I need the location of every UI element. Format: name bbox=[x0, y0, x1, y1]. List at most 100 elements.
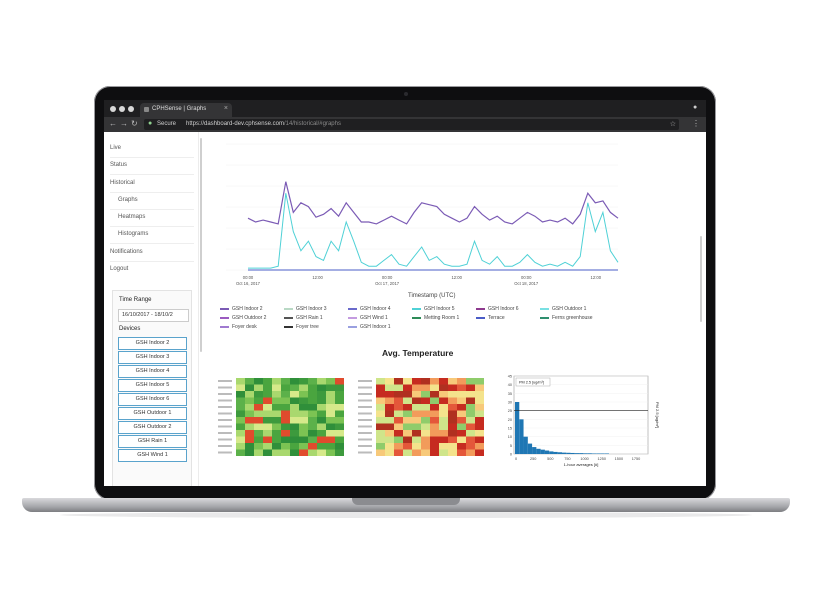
browser-tab-bar: CPHSense | Graphs × ● bbox=[104, 100, 706, 117]
legend-item[interactable]: GSH Indoor 2 bbox=[220, 306, 263, 312]
legend-label: GSH Indoor 4 bbox=[360, 306, 391, 312]
heatmap-cell bbox=[475, 449, 484, 456]
heatmap-cell bbox=[290, 423, 299, 430]
heatmap-cell bbox=[466, 391, 475, 398]
heatmap-cell bbox=[326, 410, 335, 417]
heatmap-cell bbox=[385, 423, 394, 430]
heatmap-cell bbox=[475, 410, 484, 417]
nav-histograms[interactable]: Histograms bbox=[118, 231, 149, 237]
browser-menu-icon[interactable]: ⋮ bbox=[692, 119, 700, 128]
y-tick-label: 30 bbox=[508, 401, 512, 405]
heatmap-cell bbox=[335, 423, 344, 430]
address-bar[interactable]: ● Secure https://dashboard-dev.cphsense.… bbox=[144, 119, 679, 130]
device-button[interactable]: GSH Outdoor 1 bbox=[118, 407, 187, 420]
heatmap-cell bbox=[376, 436, 385, 443]
heatmap-cell bbox=[308, 404, 317, 411]
bookmark-star-icon[interactable]: ☆ bbox=[669, 121, 676, 128]
heatmap-cell bbox=[254, 449, 263, 456]
nav-graphs[interactable]: Graphs bbox=[118, 197, 138, 203]
nav-logout[interactable]: Logout bbox=[110, 266, 129, 272]
legend-label: GSH Outdoor 2 bbox=[232, 315, 267, 321]
back-arrow-icon[interactable]: ← bbox=[109, 119, 117, 128]
x-tick-label: 12:00 bbox=[312, 275, 323, 280]
heatmap-cell bbox=[448, 423, 457, 430]
time-range-input[interactable]: 16/10/2017 - 18/10/2 bbox=[118, 309, 189, 322]
x-tick-label: 1250 bbox=[597, 457, 605, 461]
nav-live[interactable]: Live bbox=[110, 145, 122, 151]
heatmap-cell bbox=[421, 423, 430, 430]
minimize-window-dot[interactable] bbox=[119, 106, 125, 112]
heatmap-cell bbox=[236, 397, 245, 404]
legend-item[interactable]: GSH Indoor 5 bbox=[412, 306, 455, 312]
nav-historical[interactable]: Historical bbox=[110, 180, 135, 186]
heatmap-cell bbox=[385, 430, 394, 437]
device-button[interactable]: GSH Indoor 2 bbox=[118, 337, 187, 350]
device-button[interactable]: GSH Wind 1 bbox=[118, 449, 187, 462]
heatmap-cell bbox=[457, 378, 466, 385]
legend-item[interactable]: GSH Rain 1 bbox=[284, 315, 323, 321]
heatmap-cell bbox=[308, 423, 317, 430]
heatmap-cell bbox=[254, 436, 263, 443]
heatmap-cell bbox=[335, 417, 344, 424]
forward-arrow-icon[interactable]: → bbox=[120, 119, 128, 128]
heatmap-cell bbox=[335, 449, 344, 456]
heatmap-cell bbox=[281, 423, 290, 430]
legend-label: GSH Indoor 3 bbox=[296, 306, 327, 312]
heatmap-cell bbox=[245, 449, 254, 456]
heatmap-cell bbox=[317, 384, 326, 391]
browser-tab[interactable]: CPHSense | Graphs × bbox=[140, 103, 232, 117]
close-window-dot[interactable] bbox=[110, 106, 116, 112]
series-line bbox=[248, 193, 619, 269]
laptop-shadow bbox=[60, 512, 752, 518]
heatmap-cell bbox=[254, 391, 263, 398]
device-button[interactable]: GSH Outdoor 2 bbox=[118, 421, 187, 434]
tab-close-icon[interactable]: × bbox=[223, 105, 228, 112]
nav-heatmaps[interactable]: Heatmaps bbox=[118, 214, 146, 220]
nav-notifications[interactable]: Notifications bbox=[110, 249, 143, 255]
heatmap-cell bbox=[475, 378, 484, 385]
device-button[interactable]: GSH Indoor 6 bbox=[118, 393, 187, 406]
device-button[interactable]: GSH Rain 1 bbox=[118, 435, 187, 448]
heatmap-cell bbox=[385, 436, 394, 443]
nav-divider bbox=[110, 157, 194, 158]
device-button[interactable]: GSH Indoor 4 bbox=[118, 365, 187, 378]
row-tick bbox=[218, 406, 232, 408]
heatmap-cell bbox=[385, 378, 394, 385]
nav-status[interactable]: Status bbox=[110, 162, 128, 168]
reload-icon[interactable]: ↻ bbox=[131, 119, 138, 128]
histogram-bar bbox=[549, 451, 554, 454]
legend-item[interactable]: GSH Indoor 3 bbox=[284, 306, 327, 312]
legend-item[interactable]: Metting Room 1 bbox=[412, 315, 459, 321]
histogram-bar bbox=[536, 448, 541, 454]
legend-item[interactable]: Terrace bbox=[476, 315, 505, 321]
heatmap-cell bbox=[326, 384, 335, 391]
legend-item[interactable]: GSH Wind 1 bbox=[348, 315, 388, 321]
heatmap-cell bbox=[376, 423, 385, 430]
device-button[interactable]: GSH Indoor 3 bbox=[118, 351, 187, 364]
heatmap-cell bbox=[439, 391, 448, 398]
legend-item[interactable]: Foyer desk bbox=[220, 324, 257, 330]
legend-item[interactable]: GSH Outdoor 1 bbox=[540, 306, 586, 312]
legend-item[interactable]: Foyer tree bbox=[284, 324, 319, 330]
legend-item[interactable]: GSH Indoor 1 bbox=[348, 324, 391, 330]
heatmap-cell bbox=[290, 397, 299, 404]
url-path: /14/historical/#graphs bbox=[283, 121, 341, 127]
profile-icon[interactable]: ● bbox=[693, 104, 698, 111]
page-scrollbar[interactable] bbox=[700, 236, 702, 322]
heatmap-cell bbox=[448, 417, 457, 424]
legend-item[interactable]: GSH Indoor 6 bbox=[476, 306, 519, 312]
heatmap-cell bbox=[448, 378, 457, 385]
sidebar-scrollbar[interactable] bbox=[200, 138, 202, 352]
heatmap-cell bbox=[412, 417, 421, 424]
heatmap-cell bbox=[245, 436, 254, 443]
heatmap-cell bbox=[394, 436, 403, 443]
nav-divider bbox=[110, 192, 194, 193]
legend-item[interactable]: GSH Indoor 4 bbox=[348, 306, 391, 312]
heatmap-cell bbox=[385, 449, 394, 456]
legend-item[interactable]: Ferns greenhouse bbox=[540, 315, 593, 321]
legend-item[interactable]: GSH Outdoor 2 bbox=[220, 315, 266, 321]
device-button[interactable]: GSH Indoor 5 bbox=[118, 379, 187, 392]
maximize-window-dot[interactable] bbox=[128, 106, 134, 112]
heatmap-cell bbox=[263, 423, 272, 430]
heatmap-cell bbox=[403, 391, 412, 398]
